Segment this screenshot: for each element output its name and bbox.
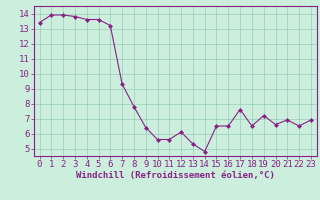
- X-axis label: Windchill (Refroidissement éolien,°C): Windchill (Refroidissement éolien,°C): [76, 171, 275, 180]
